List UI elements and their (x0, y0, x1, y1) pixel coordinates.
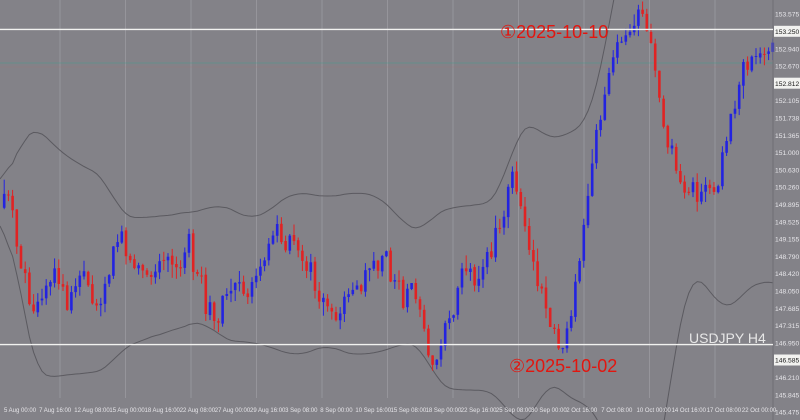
svg-text:149.895: 149.895 (775, 202, 799, 209)
svg-text:22 Aug 08:00: 22 Aug 08:00 (180, 408, 216, 414)
svg-text:18 Sep 00:00: 18 Sep 00:00 (426, 408, 462, 414)
svg-text:148.790: 148.790 (775, 254, 799, 261)
svg-text:152.105: 152.105 (775, 98, 799, 105)
svg-text:152.670: 152.670 (775, 64, 799, 71)
svg-text:30 Sep 00:00: 30 Sep 00:00 (531, 408, 567, 414)
svg-text:18 Aug 16:00: 18 Aug 16:00 (145, 408, 181, 414)
svg-text:152.940: 152.940 (775, 46, 799, 53)
svg-text:148.050: 148.050 (775, 289, 799, 296)
svg-text:150.630: 150.630 (775, 167, 799, 174)
svg-text:15 Sep 08:00: 15 Sep 08:00 (391, 408, 427, 414)
svg-text:7 Oct 08:00: 7 Oct 08:00 (601, 408, 633, 414)
svg-text:10 Sep 16:00: 10 Sep 16:00 (355, 408, 391, 414)
svg-text:147.685: 147.685 (775, 306, 799, 313)
svg-text:①2025-10-10: ①2025-10-10 (500, 22, 608, 42)
svg-text:152.812: 152.812 (775, 81, 799, 88)
svg-text:12 Aug 08:00: 12 Aug 08:00 (74, 408, 110, 414)
svg-text:27 Aug 00:00: 27 Aug 00:00 (215, 408, 251, 414)
svg-text:150.260: 150.260 (775, 185, 799, 192)
svg-text:2 Oct 16:00: 2 Oct 16:00 (566, 408, 598, 414)
svg-text:153.575: 153.575 (775, 12, 799, 19)
svg-text:14 Oct 16:00: 14 Oct 16:00 (672, 408, 707, 414)
svg-text:149.525: 149.525 (775, 219, 799, 226)
svg-text:22 Oct 00:00: 22 Oct 00:00 (742, 408, 777, 414)
svg-text:17 Oct 08:00: 17 Oct 08:00 (707, 408, 742, 414)
svg-text:5 Aug 00:00: 5 Aug 00:00 (4, 408, 37, 414)
svg-text:7 Aug 16:00: 7 Aug 16:00 (39, 408, 72, 414)
svg-text:25 Sep 08:00: 25 Sep 08:00 (496, 408, 532, 414)
svg-text:151.738: 151.738 (775, 116, 799, 123)
svg-text:3 Sep 08:00: 3 Sep 08:00 (285, 408, 318, 414)
svg-text:146.210: 146.210 (775, 375, 799, 382)
svg-text:146.585: 146.585 (775, 358, 799, 365)
svg-text:147.315: 147.315 (775, 323, 799, 330)
svg-text:29 Aug 16:00: 29 Aug 16:00 (250, 408, 286, 414)
svg-text:148.420: 148.420 (775, 271, 799, 278)
svg-text:10 Oct 00:00: 10 Oct 00:00 (637, 408, 672, 414)
svg-text:②2025-10-02: ②2025-10-02 (509, 356, 617, 376)
svg-text:USDJPY H4: USDJPY H4 (689, 330, 766, 346)
svg-text:145.845: 145.845 (775, 392, 799, 399)
svg-text:151.000: 151.000 (775, 150, 799, 157)
svg-text:8 Sep 00:00: 8 Sep 00:00 (320, 408, 353, 414)
svg-text:151.365: 151.365 (775, 133, 799, 140)
svg-text:22 Sep 16:00: 22 Sep 16:00 (461, 408, 497, 414)
svg-text:146.950: 146.950 (775, 340, 799, 347)
svg-text:153.250: 153.250 (775, 29, 799, 36)
svg-text:15 Aug 00:00: 15 Aug 00:00 (109, 408, 145, 414)
svg-text:145.475: 145.475 (775, 410, 799, 417)
svg-text:149.155: 149.155 (775, 237, 799, 244)
